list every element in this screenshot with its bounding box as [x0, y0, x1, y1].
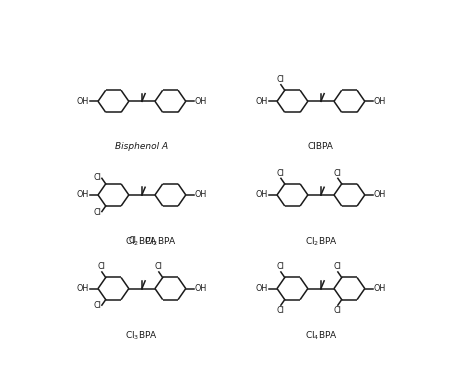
Text: Cl: Cl: [276, 306, 284, 315]
Text: Cl$_4$BPA: Cl$_4$BPA: [304, 330, 337, 342]
Text: Cl: Cl: [97, 262, 105, 271]
Text: Bisphenol A: Bisphenol A: [116, 142, 169, 151]
Text: Cl: Cl: [334, 262, 341, 271]
Text: Cl: Cl: [93, 173, 101, 182]
Text: OH: OH: [77, 284, 89, 293]
Text: Cl$_2$BPA: Cl$_2$BPA: [304, 236, 337, 248]
Text: Cl: Cl: [276, 169, 284, 178]
Text: Cl: Cl: [154, 262, 162, 271]
Text: Cl$_3$BPA: Cl$_3$BPA: [126, 330, 158, 342]
Text: OH: OH: [195, 190, 207, 200]
Text: OH: OH: [77, 97, 89, 106]
Text: OH: OH: [77, 190, 89, 200]
Text: Cl$_2$BPA: Cl$_2$BPA: [126, 236, 158, 248]
Text: Cl: Cl: [334, 169, 341, 178]
Text: Cl: Cl: [93, 301, 101, 310]
Text: OH: OH: [195, 97, 207, 106]
Text: OH: OH: [374, 97, 386, 106]
Text: Cl: Cl: [276, 262, 284, 271]
Text: ClBPA: ClBPA: [308, 142, 334, 151]
Text: OH: OH: [374, 284, 386, 293]
Text: Cl: Cl: [334, 306, 341, 315]
Text: OH: OH: [255, 97, 268, 106]
Text: Cl: Cl: [128, 236, 137, 245]
Text: OH: OH: [255, 284, 268, 293]
Text: OH: OH: [374, 190, 386, 200]
Text: OH: OH: [195, 284, 207, 293]
Text: Cl: Cl: [276, 75, 284, 84]
Text: OH: OH: [255, 190, 268, 200]
Text: Cl: Cl: [93, 208, 101, 217]
Text: Cl$_2$BPA: Cl$_2$BPA: [144, 236, 176, 248]
